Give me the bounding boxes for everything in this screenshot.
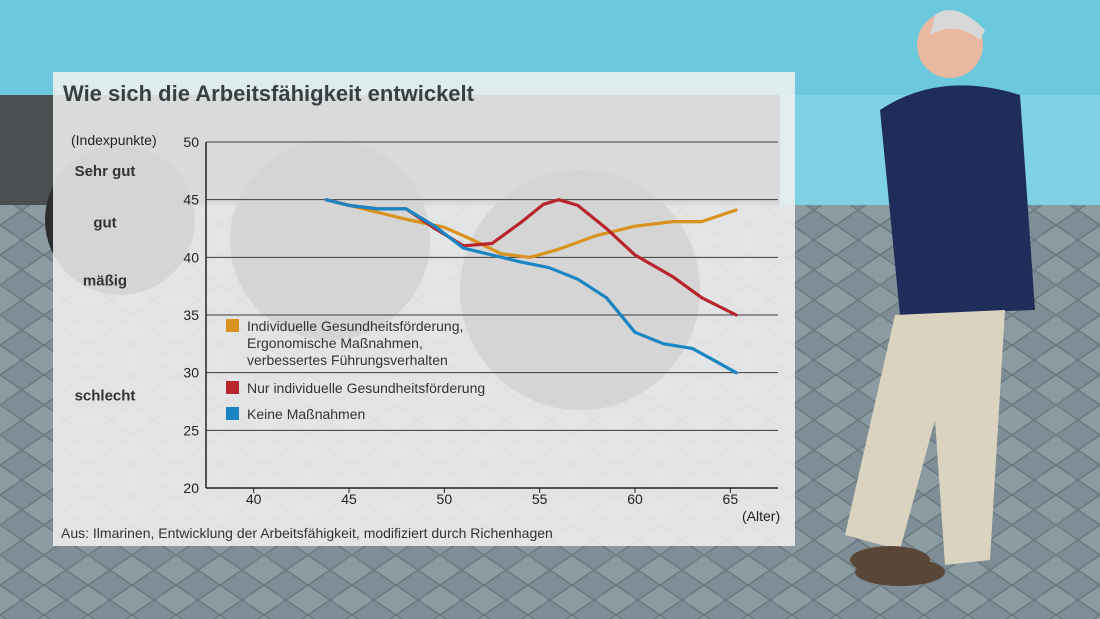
legend-label: Nur individuelle Gesundheitsförderung [247,380,485,396]
rating-label: gut [93,215,116,232]
x-axis-label: (Alter) [742,508,780,524]
source-note: Aus: Ilmarinen, Entwicklung der Arbeitsf… [61,525,553,541]
y-tick-label: 40 [183,249,199,265]
chart-title: Wie sich die Arbeitsfähigkeit entwickelt [63,81,475,106]
rating-label: mäßig [83,272,127,289]
x-tick-label: 50 [437,491,453,507]
legend-swatch [226,319,239,332]
x-tick-label: 60 [627,491,643,507]
series-lines [324,198,738,375]
legend-label: verbessertes Führungsverhalten [247,352,448,368]
y-tick-label: 25 [183,422,199,438]
x-tick-label: 40 [246,491,262,507]
y-axis-ticks: 20 25 30 35 40 45 50 [183,134,199,496]
y-axis-label: (Indexpunkte) [71,132,157,148]
legend-swatch [226,381,239,394]
y-tick-label: 35 [183,307,199,323]
y-tick-label: 45 [183,192,199,208]
gridlines [205,141,778,489]
chart-panel [53,72,795,546]
rating-label: Sehr gut [75,163,136,180]
y-tick-label: 30 [183,365,199,381]
series-line-3 [324,198,738,375]
rating-label: schlecht [75,388,136,405]
y-tick-label: 50 [183,134,199,150]
legend-label: Individuelle Gesundheitsförderung, [247,318,463,334]
rating-labels: Sehr gut gut mäßig schlecht [75,163,136,405]
series-line-1 [324,198,738,259]
x-tick-label: 65 [723,491,739,507]
legend-label: Keine Maßnahmen [247,406,365,422]
person [845,10,1035,586]
legend-label: Ergonomische Maßnahmen, [247,335,423,351]
x-axis-ticks: 40 45 50 55 60 65 [246,488,738,507]
legend: Individuelle Gesundheitsförderung,Ergono… [226,318,485,422]
legend-swatch [226,407,239,420]
x-tick-label: 55 [532,491,548,507]
y-tick-label: 20 [183,480,199,496]
x-tick-label: 45 [341,491,357,507]
